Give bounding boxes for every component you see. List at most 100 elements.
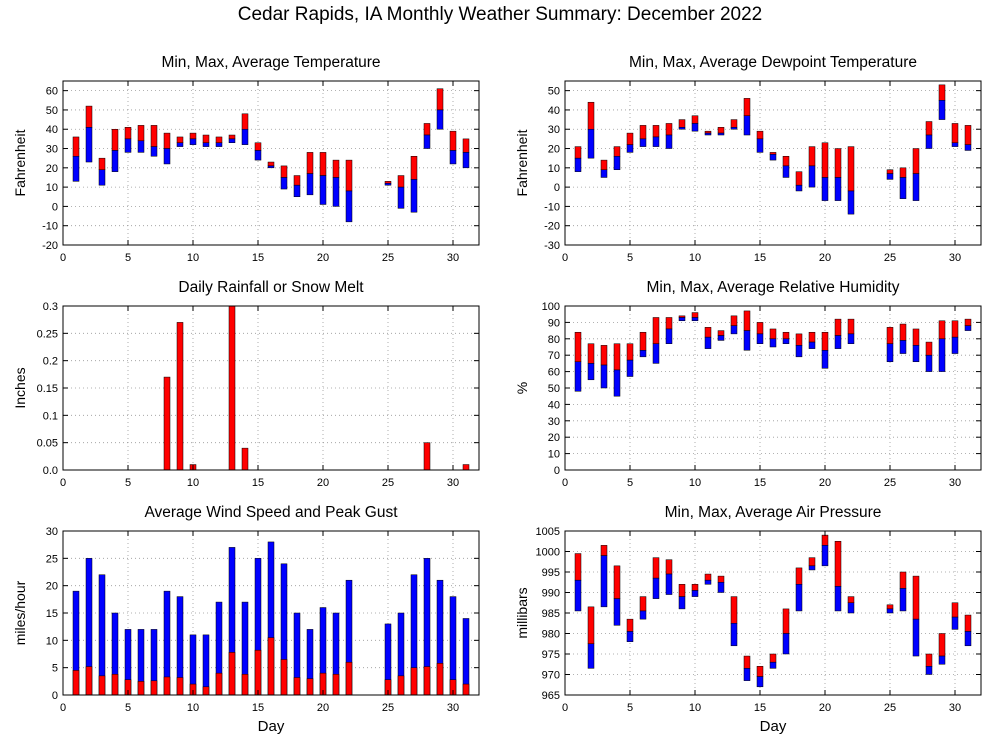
bar-min-segment	[665, 328, 673, 344]
bar-min-segment	[769, 154, 777, 161]
bar-max-segment	[600, 345, 608, 366]
bar-min-segment	[951, 336, 959, 354]
bar-max-segment	[769, 152, 777, 155]
bar-avg-wind	[98, 675, 106, 696]
bar-max-segment	[899, 571, 907, 589]
bar-avg-wind	[215, 672, 223, 696]
bar-max-segment	[639, 125, 647, 140]
bar-min-segment	[150, 146, 158, 157]
bar-avg-wind	[72, 670, 80, 696]
bar-min-segment	[574, 579, 582, 612]
bar-avg-wind	[254, 649, 262, 696]
bar-max-segment	[111, 128, 119, 151]
bar-min-segment	[899, 177, 907, 199]
bar-max-segment	[951, 602, 959, 618]
bar-min-segment	[293, 184, 301, 198]
ytick-label: 90	[548, 317, 560, 329]
chart-title: Average Wind Speed and Peak Gust	[144, 504, 398, 521]
bar-min-segment	[951, 142, 959, 147]
bar-min-segment	[795, 345, 803, 358]
xtick-label: 20	[819, 702, 831, 714]
bar-min-segment	[652, 136, 660, 147]
bar-max-segment	[691, 312, 699, 318]
bar-max-segment	[938, 84, 946, 101]
ytick-label: 40	[548, 399, 560, 411]
ytick-label: 0.15	[37, 383, 58, 395]
bar-max-segment	[834, 541, 842, 587]
ytick-label: 15	[46, 608, 58, 620]
bar-max-segment	[574, 146, 582, 159]
xtick-label: 0	[60, 252, 66, 264]
bar-max-segment	[769, 328, 777, 340]
xtick-label: 5	[125, 477, 131, 489]
bar-min-segment	[176, 142, 184, 147]
bar-max-segment	[847, 318, 855, 335]
bar-max-segment	[665, 317, 673, 330]
ytick-label: 40	[548, 105, 560, 117]
bar-precip	[163, 376, 171, 471]
ytick-label: 0.25	[37, 328, 58, 340]
bar-max-segment	[821, 142, 829, 178]
bar-min-segment	[964, 631, 972, 647]
bar-max-segment	[626, 132, 634, 145]
xtick-label: 20	[819, 477, 831, 489]
plot-frame	[62, 80, 480, 246]
ytick-label: 50	[46, 105, 58, 117]
bar-min-segment	[912, 173, 920, 201]
ytick-label: 80	[548, 334, 560, 346]
bar-min-segment	[704, 579, 712, 585]
bar-max-segment	[756, 666, 764, 677]
bar-min-segment	[795, 184, 803, 192]
bar-max-segment	[756, 322, 764, 335]
chart-title: Min, Max, Average Temperature	[161, 54, 380, 71]
bar-avg-wind	[111, 673, 119, 696]
bar-min-segment	[280, 177, 288, 190]
ytick-label: -20	[42, 240, 58, 252]
bar-precip	[241, 447, 249, 471]
bar-max-segment	[176, 136, 184, 143]
bar-min-segment	[639, 610, 647, 620]
x-axis-label: Day	[760, 718, 787, 735]
bar-max-segment	[938, 633, 946, 657]
xtick-label: 10	[187, 702, 199, 714]
bar-max-segment	[704, 327, 712, 338]
ytick-label: 5	[52, 663, 58, 675]
chart-title: Min, Max, Average Dewpoint Temperature	[629, 54, 917, 71]
bar-max-segment	[124, 127, 132, 140]
xtick-label: 15	[754, 477, 766, 489]
bar-avg-wind	[345, 661, 353, 696]
ytick-label: 60	[46, 86, 58, 98]
bar-min-segment	[925, 354, 933, 372]
bar-min-segment	[639, 138, 647, 147]
bar-max-segment	[254, 142, 262, 151]
chart-title: Daily Rainfall or Snow Melt	[178, 279, 364, 296]
bar-min-segment	[899, 588, 907, 612]
ytick-label: 30	[46, 144, 58, 156]
bar-max-segment	[730, 119, 738, 128]
ytick-label: 20	[548, 432, 560, 444]
bar-min-segment	[124, 138, 132, 153]
xtick-label: 10	[689, 477, 701, 489]
bar-max-segment	[306, 152, 314, 174]
xtick-label: 15	[252, 252, 264, 264]
bar-max-segment	[678, 119, 686, 128]
xtick-label: 10	[689, 702, 701, 714]
xtick-label: 0	[60, 702, 66, 714]
bar-min-segment	[951, 616, 959, 630]
bar-min-segment	[912, 345, 920, 363]
bar-max-segment	[267, 161, 275, 167]
bar-max-segment	[397, 175, 405, 188]
bar-max-segment	[345, 159, 353, 192]
bar-min-segment	[332, 177, 340, 207]
bar-avg-wind	[306, 678, 314, 696]
bar-max-segment	[847, 146, 855, 192]
ytick-label: 0.2	[43, 356, 58, 368]
bar-max-segment	[821, 534, 829, 546]
bar-min-segment	[85, 127, 93, 163]
bar-min-segment	[423, 134, 431, 149]
bar-min-segment	[111, 150, 119, 172]
bar-min-segment	[834, 335, 842, 349]
bar-max-segment	[704, 130, 712, 134]
xtick-label: 30	[447, 252, 459, 264]
bar-min-segment	[730, 127, 738, 130]
